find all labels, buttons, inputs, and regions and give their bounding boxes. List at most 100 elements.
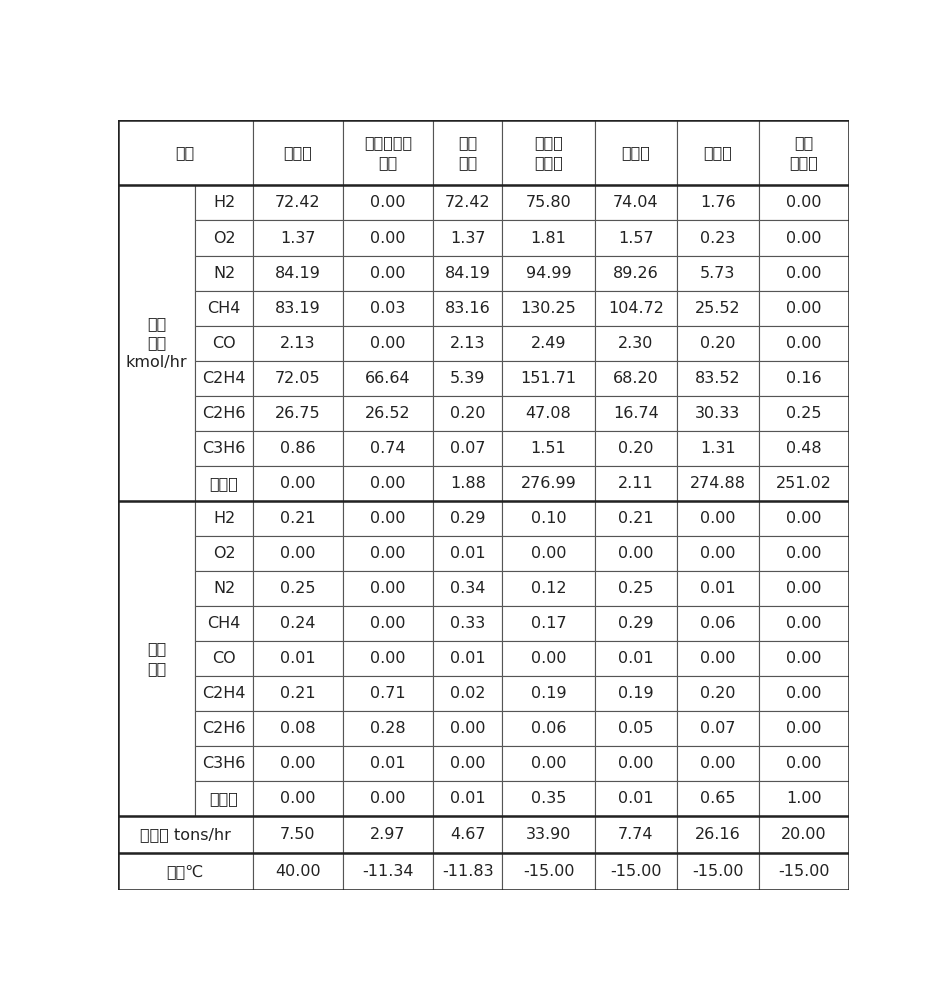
Text: 0.17: 0.17 xyxy=(531,616,567,631)
Bar xyxy=(433,291,503,326)
Bar xyxy=(343,781,433,816)
Text: 1.00: 1.00 xyxy=(786,791,821,806)
Text: 1.51: 1.51 xyxy=(531,441,567,456)
Bar xyxy=(503,571,595,606)
Text: 1.31: 1.31 xyxy=(700,441,736,456)
Text: 0.21: 0.21 xyxy=(280,511,316,526)
Bar xyxy=(758,676,849,711)
Bar xyxy=(677,291,758,326)
Text: 276.99: 276.99 xyxy=(521,476,576,491)
Text: 0.01: 0.01 xyxy=(280,651,316,666)
Text: 0.23: 0.23 xyxy=(700,231,736,246)
Text: 0.02: 0.02 xyxy=(450,686,486,701)
Bar xyxy=(503,326,595,361)
Text: 0.74: 0.74 xyxy=(371,441,405,456)
Text: 1.37: 1.37 xyxy=(450,231,486,246)
Bar xyxy=(677,746,758,781)
Bar xyxy=(677,676,758,711)
Text: C2H4: C2H4 xyxy=(203,686,246,701)
Text: 0.35: 0.35 xyxy=(531,791,567,806)
Text: -15.00: -15.00 xyxy=(522,864,574,879)
Bar xyxy=(343,256,433,291)
Text: 30.33: 30.33 xyxy=(695,406,740,421)
Bar xyxy=(195,746,253,781)
Bar xyxy=(253,256,343,291)
Bar xyxy=(195,431,253,466)
Bar xyxy=(433,746,503,781)
Bar xyxy=(595,120,677,185)
Bar xyxy=(343,291,433,326)
Bar xyxy=(433,571,503,606)
Bar xyxy=(758,606,849,641)
Bar xyxy=(677,641,758,676)
Text: -11.34: -11.34 xyxy=(362,864,414,879)
Bar xyxy=(595,431,677,466)
Bar xyxy=(503,816,595,853)
Text: 2.13: 2.13 xyxy=(450,336,486,351)
Bar xyxy=(758,781,849,816)
Text: 2.30: 2.30 xyxy=(619,336,653,351)
Text: 0.00: 0.00 xyxy=(700,651,736,666)
Bar xyxy=(195,501,253,536)
Text: 1.88: 1.88 xyxy=(450,476,486,491)
Text: 0.20: 0.20 xyxy=(700,686,736,701)
Text: 0.00: 0.00 xyxy=(700,546,736,561)
Text: 0.00: 0.00 xyxy=(371,266,405,281)
Bar xyxy=(433,466,503,501)
Text: 0.48: 0.48 xyxy=(786,441,821,456)
Text: 0.05: 0.05 xyxy=(618,721,653,736)
Text: 0.29: 0.29 xyxy=(618,616,653,631)
Bar xyxy=(433,711,503,746)
Text: 74.04: 74.04 xyxy=(613,195,658,210)
Text: 0.20: 0.20 xyxy=(700,336,736,351)
Bar xyxy=(758,466,849,501)
Text: 0.25: 0.25 xyxy=(786,406,821,421)
Text: 104.72: 104.72 xyxy=(608,301,664,316)
Bar xyxy=(343,571,433,606)
Text: 0.00: 0.00 xyxy=(280,791,316,806)
Text: 0.20: 0.20 xyxy=(618,441,653,456)
Text: 0.01: 0.01 xyxy=(450,546,486,561)
Bar xyxy=(595,291,677,326)
Text: 26.16: 26.16 xyxy=(695,827,740,842)
Bar xyxy=(677,711,758,746)
Text: 151.71: 151.71 xyxy=(521,371,577,386)
Bar xyxy=(595,711,677,746)
Text: 25.52: 25.52 xyxy=(695,301,740,316)
Text: C3H6: C3H6 xyxy=(203,756,246,771)
Text: 83.16: 83.16 xyxy=(445,301,490,316)
Bar xyxy=(195,781,253,816)
Text: 0.00: 0.00 xyxy=(786,301,821,316)
Text: 130.25: 130.25 xyxy=(521,301,576,316)
Bar xyxy=(758,326,849,361)
Text: 0.00: 0.00 xyxy=(280,476,316,491)
Text: 0.34: 0.34 xyxy=(450,581,486,596)
Bar xyxy=(758,185,849,220)
Bar xyxy=(253,536,343,571)
Text: 84.19: 84.19 xyxy=(445,266,490,281)
Text: 0.00: 0.00 xyxy=(786,511,821,526)
Bar xyxy=(195,185,253,220)
Bar xyxy=(343,536,433,571)
Bar xyxy=(343,641,433,676)
Bar xyxy=(433,536,503,571)
Bar xyxy=(343,853,433,890)
Text: 68.20: 68.20 xyxy=(613,371,659,386)
Text: N2: N2 xyxy=(213,266,235,281)
Bar xyxy=(343,466,433,501)
Text: 0.86: 0.86 xyxy=(280,441,316,456)
Bar xyxy=(677,361,758,396)
Bar xyxy=(253,291,343,326)
Bar xyxy=(677,120,758,185)
Text: 84.19: 84.19 xyxy=(275,266,321,281)
Bar xyxy=(503,641,595,676)
Bar xyxy=(433,256,503,291)
Text: 0.12: 0.12 xyxy=(531,581,567,596)
Text: 0.33: 0.33 xyxy=(450,616,486,631)
Text: 0.00: 0.00 xyxy=(280,546,316,561)
Text: 循环
吸收剂: 循环 吸收剂 xyxy=(789,135,818,170)
Bar xyxy=(595,676,677,711)
Bar xyxy=(595,606,677,641)
Bar xyxy=(433,853,503,890)
Text: 0.06: 0.06 xyxy=(700,616,736,631)
